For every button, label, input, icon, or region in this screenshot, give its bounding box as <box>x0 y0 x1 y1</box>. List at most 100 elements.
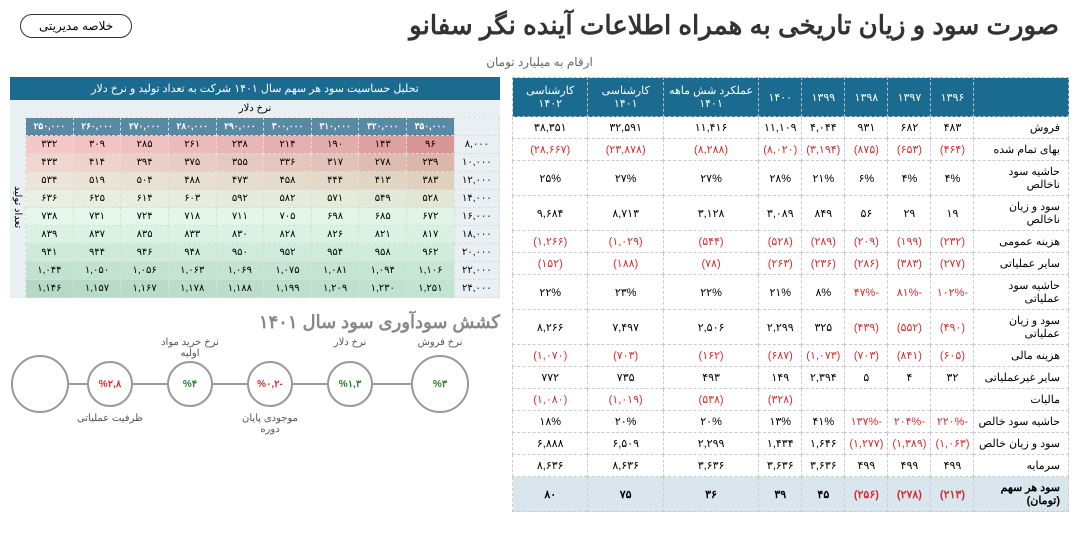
pl-cell: (۶۰۵) <box>931 345 974 367</box>
pl-col-header: ۱۴۰۰ <box>759 78 802 117</box>
summary-button[interactable]: خلاصه مدیریتی <box>20 14 132 38</box>
driver-node: %۳ <box>411 355 469 413</box>
pl-row-label: سایر عملیاتی <box>974 253 1069 275</box>
sens-cell: ۳۳۲ <box>26 136 74 154</box>
pl-cell: ۶% <box>845 161 888 196</box>
pl-cell: ۱,۴۳۴ <box>759 433 802 455</box>
sens-cell: ۵۰۴ <box>121 172 169 190</box>
driver-node: %۱,۳ <box>327 361 373 407</box>
pl-cell: ۴۹۹ <box>845 455 888 477</box>
pl-cell: ۱۴۹ <box>759 367 802 389</box>
driver-node-label: نرخ فروش <box>405 337 475 348</box>
pl-cell: (۲۷۷) <box>931 253 974 275</box>
sens-cell: ۸۳۰ <box>216 226 264 244</box>
pl-cell: -۱۳۷% <box>845 411 888 433</box>
sens-cell: ۹۶۲ <box>407 244 455 262</box>
pl-cell: ۲۳% <box>588 275 663 310</box>
pl-cell: (۲۸۶) <box>845 253 888 275</box>
pl-cell: ۳۲,۵۹۱ <box>588 117 663 139</box>
pl-cell: ۲۰% <box>588 411 663 433</box>
sens-cell: ۳۸۳ <box>407 172 455 190</box>
sens-cell: ۱,۱۰۶ <box>407 262 455 280</box>
sens-x-header: ۳۱۰,۰۰۰ <box>311 118 359 136</box>
pl-cell: ۹۳۱ <box>845 117 888 139</box>
sens-cell: ۳۱۷ <box>311 154 359 172</box>
pl-cell: ۴۹۹ <box>931 455 974 477</box>
sens-cell: ۸۳۷ <box>73 226 121 244</box>
pl-cell: ۲,۵۰۶ <box>663 310 758 345</box>
pl-cell: ۱,۶۴۶ <box>802 433 845 455</box>
pl-cell: (۵۴۴) <box>663 231 758 253</box>
pl-cell: (۱,۰۷۰) <box>513 345 588 367</box>
pl-cell: ۱۸% <box>513 411 588 433</box>
sens-y-header: ۱۰,۰۰۰ <box>454 154 499 172</box>
sens-cell: ۳۵۵ <box>216 154 264 172</box>
pl-col-header: کارشناسی ۱۴۰۲ <box>513 78 588 117</box>
sens-cell: ۱,۱۷۸ <box>168 280 216 298</box>
pl-cell: (۱,۰۲۹) <box>588 231 663 253</box>
sens-cell: ۱,۲۳۰ <box>359 280 407 298</box>
sens-cell: ۴۴۴ <box>311 172 359 190</box>
sens-cell: ۷۳۱ <box>73 208 121 226</box>
sens-cell: ۱,۲۵۱ <box>407 280 455 298</box>
sens-cell: ۷۰۵ <box>264 208 312 226</box>
driver-node: -%۰,۲ <box>247 361 293 407</box>
pl-cell: ۸۴۹ <box>802 196 845 231</box>
sens-x-header: ۲۶۰,۰۰۰ <box>73 118 121 136</box>
sens-cell: ۶۳۶ <box>26 190 74 208</box>
sens-cell: ۱,۰۵۶ <box>121 262 169 280</box>
pl-cell: -۲۲۰% <box>931 411 974 433</box>
sens-cell: ۲۷۸ <box>359 154 407 172</box>
sens-cell: ۹۵۰ <box>216 244 264 262</box>
sens-cell: ۱۹۰ <box>311 136 359 154</box>
sens-cell: ۱,۰۵۰ <box>73 262 121 280</box>
sens-y-header: ۱۲,۰۰۰ <box>454 172 499 190</box>
driver-title: کشش سودآوری سود سال ۱۴۰۱ <box>10 312 500 333</box>
pl-cell: (۱,۰۱۹) <box>588 389 663 411</box>
pl-row-label: حاشیه سود عملیاتی <box>974 275 1069 310</box>
pl-cell: (۵۵۲) <box>888 310 931 345</box>
pl-cell: ۸,۶۳۶ <box>588 455 663 477</box>
driver-node <box>11 355 69 413</box>
sens-x-header: ۳۲۰,۰۰۰ <box>359 118 407 136</box>
pl-cell <box>802 389 845 411</box>
pl-row-label: سرمایه <box>974 455 1069 477</box>
pl-cell: ۶,۵۰۹ <box>588 433 663 455</box>
sens-cell: ۵۱۹ <box>73 172 121 190</box>
pl-cell: ۸,۶۳۶ <box>513 455 588 477</box>
pl-cell: (۱,۰۶۳) <box>931 433 974 455</box>
sens-cell: ۱,۰۶۳ <box>168 262 216 280</box>
pl-cell: (۴۳۹) <box>845 310 888 345</box>
pl-cell: ۴۹۹ <box>888 455 931 477</box>
pl-cell: (۷۰۳) <box>588 345 663 367</box>
sens-x-header: ۲۹۰,۰۰۰ <box>216 118 264 136</box>
pl-cell: (۱,۳۸۹) <box>888 433 931 455</box>
pl-cell: ۶۸۲ <box>888 117 931 139</box>
pl-cell: ۶,۸۸۸ <box>513 433 588 455</box>
sensitivity-xlabel: نرخ دلار <box>10 100 500 117</box>
pl-cell: (۱,۰۸۰) <box>513 389 588 411</box>
sens-cell: ۶۰۳ <box>168 190 216 208</box>
sensitivity-table: ۳۵۰,۰۰۰۳۲۰,۰۰۰۳۱۰,۰۰۰۳۰۰,۰۰۰۲۹۰,۰۰۰۲۸۰,۰… <box>25 117 500 298</box>
pl-cell: -۸۱% <box>888 275 931 310</box>
pl-cell: ۳,۶۳۶ <box>663 455 758 477</box>
pl-cell: (۳۸۳) <box>888 253 931 275</box>
pl-cell <box>888 389 931 411</box>
pl-row-label: سود و زیان عملیاتی <box>974 310 1069 345</box>
pl-row-label: فروش <box>974 117 1069 139</box>
sens-cell: ۴۱۴ <box>73 154 121 172</box>
pl-cell: ۱۱,۴۱۶ <box>663 117 758 139</box>
sens-cell: ۲۳۸ <box>216 136 264 154</box>
sens-cell: ۲۳۹ <box>407 154 455 172</box>
pl-cell: -۱۰۲% <box>931 275 974 310</box>
sens-cell: ۹۴۴ <box>73 244 121 262</box>
sens-y-header: ۱۴,۰۰۰ <box>454 190 499 208</box>
sens-y-header: ۲۰,۰۰۰ <box>454 244 499 262</box>
pl-cell: ۴۱% <box>802 411 845 433</box>
pl-cell: ۴,۰۴۴ <box>802 117 845 139</box>
sens-cell: ۶۹۸ <box>311 208 359 226</box>
sens-cell: ۵۸۲ <box>264 190 312 208</box>
pl-cell: (۸,۲۸۸) <box>663 139 758 161</box>
sens-cell: ۷۲۴ <box>121 208 169 226</box>
pl-cell: (۵۲۸) <box>759 231 802 253</box>
